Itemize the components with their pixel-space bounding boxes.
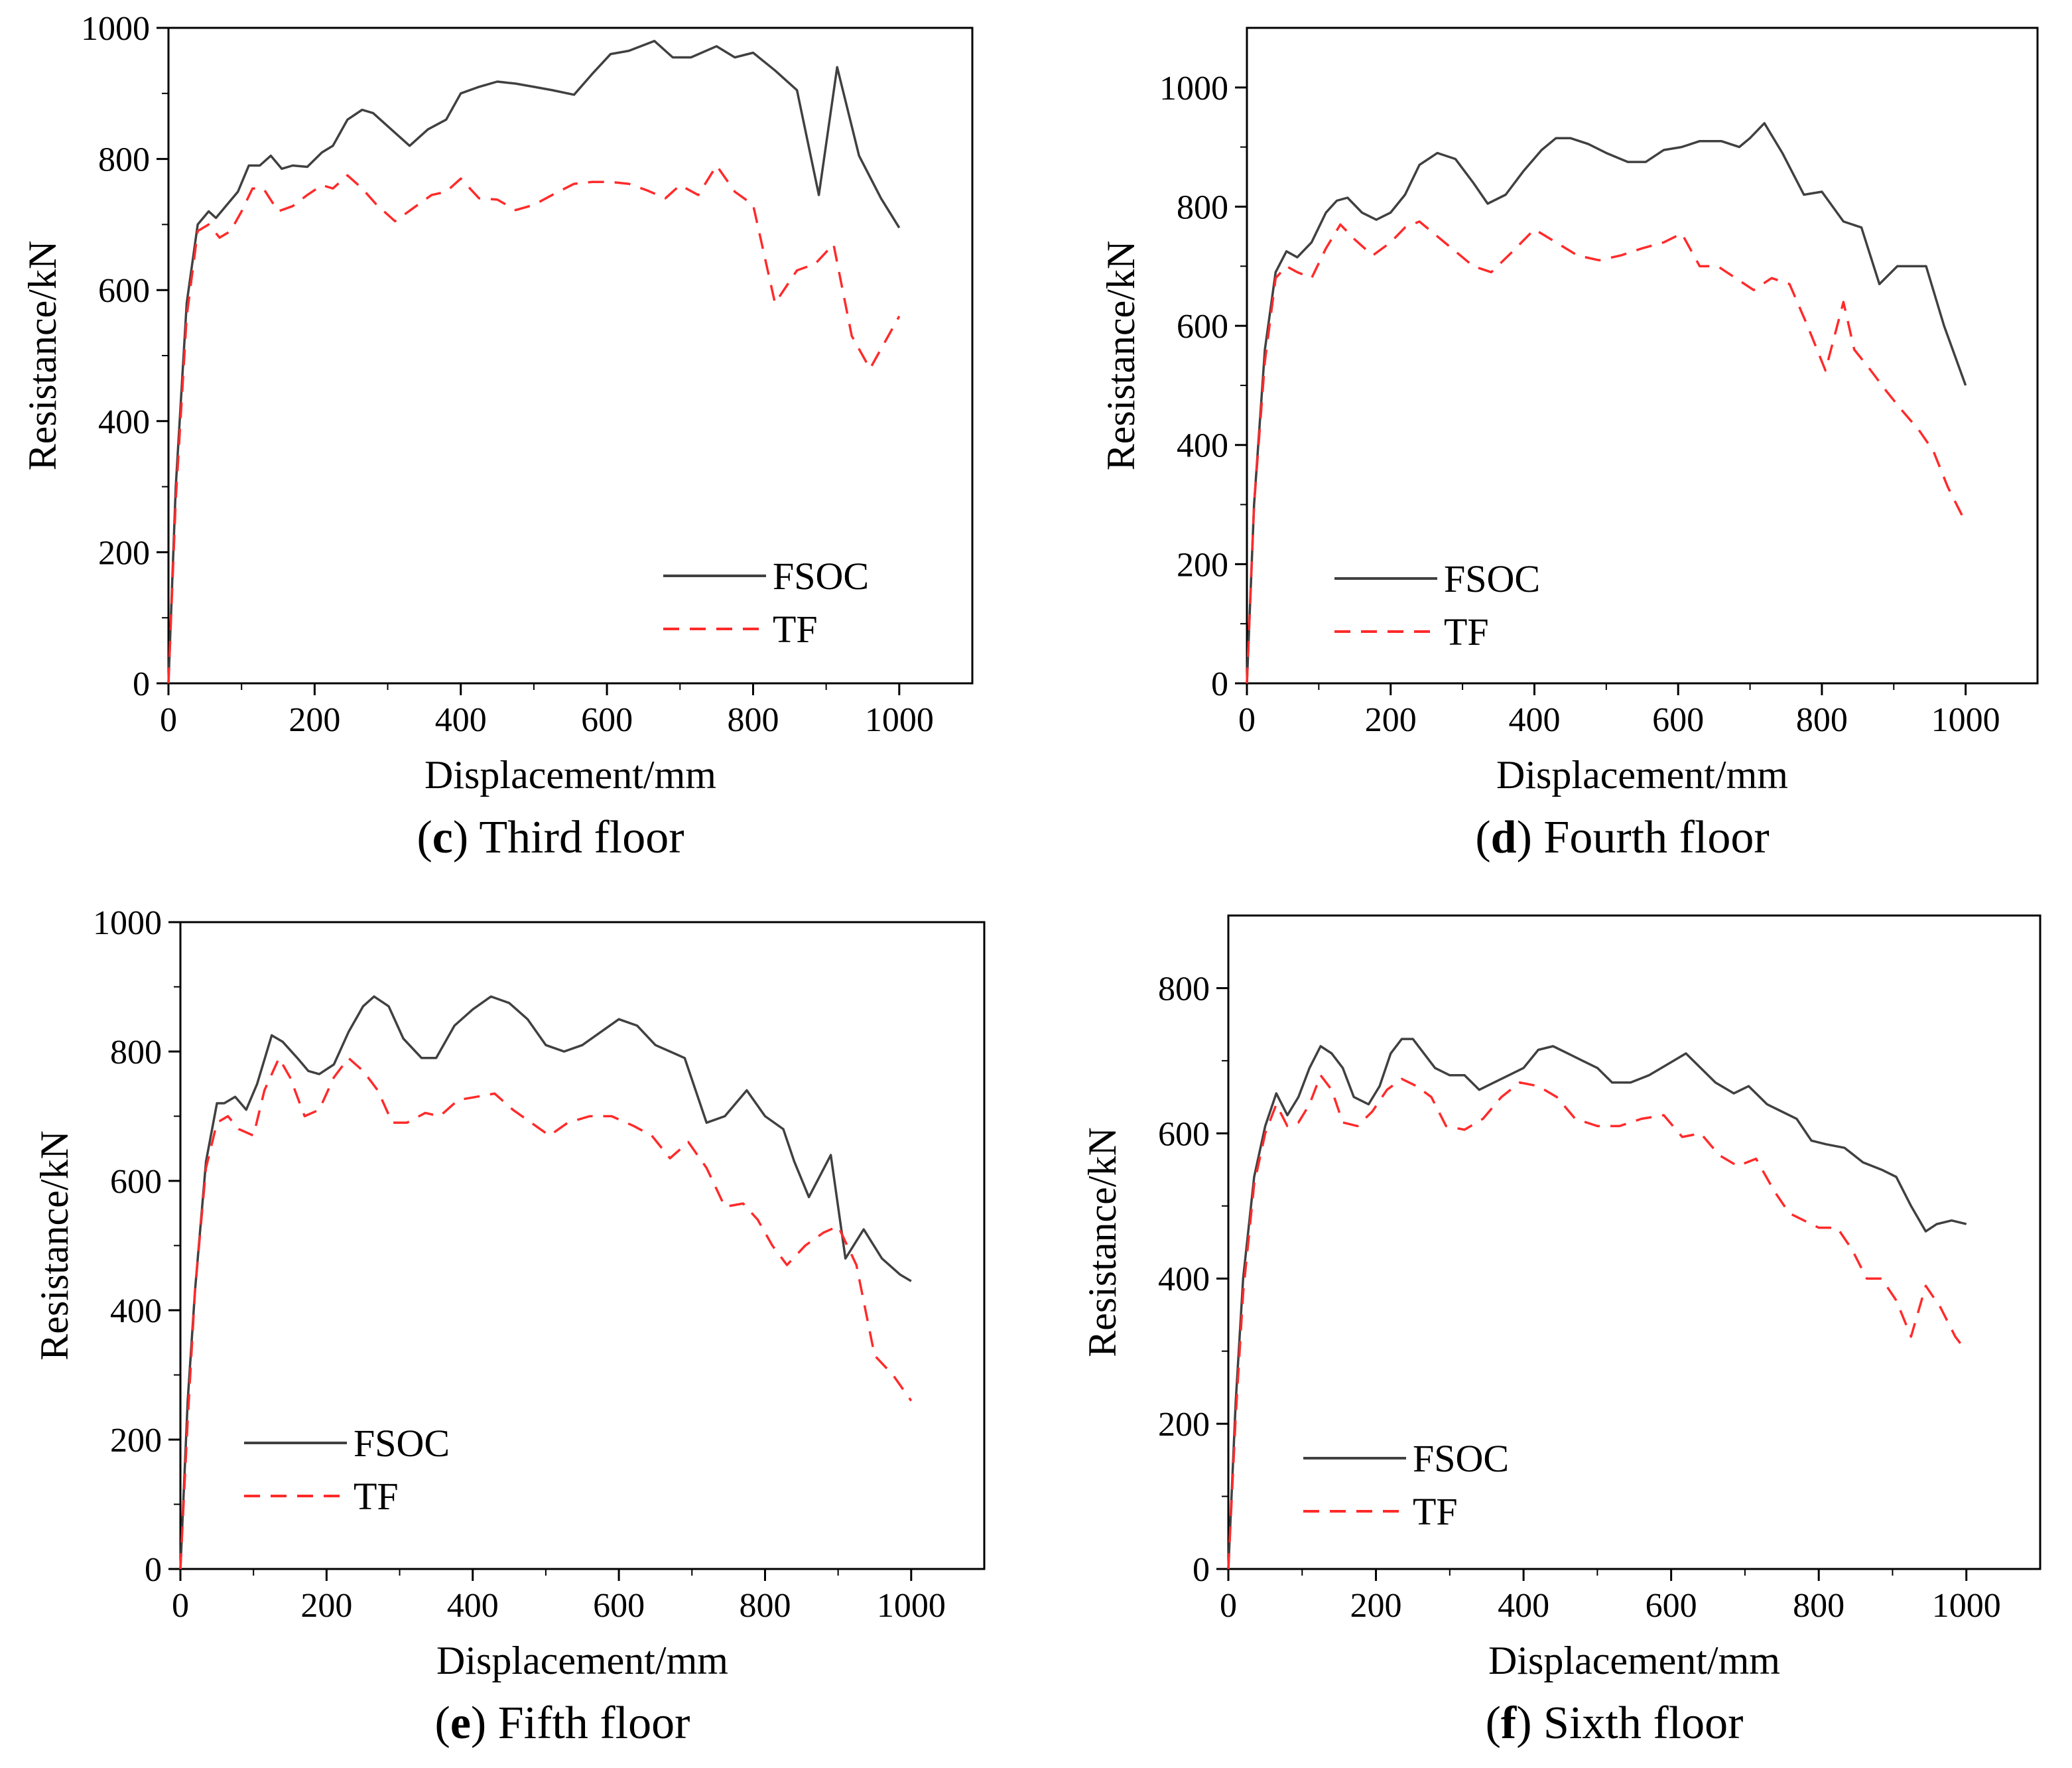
caption-text: Sixth floor	[1543, 1698, 1743, 1749]
y-tick-label: 600	[1158, 1115, 1210, 1153]
y-tick-label: 400	[110, 1292, 162, 1330]
x-tick-label: 800	[1796, 701, 1848, 739]
x-tick-label: 600	[581, 701, 633, 739]
x-tick-label: 0	[1238, 701, 1256, 739]
x-tick-label: 800	[739, 1587, 791, 1625]
x-tick-label: 800	[727, 701, 779, 739]
y-tick-label: 0	[1211, 665, 1228, 703]
y-tick-label: 1000	[1159, 70, 1228, 107]
plot-frame	[1227, 914, 2041, 1570]
panel-caption: (e) Fifth floor	[435, 1698, 690, 1749]
y-tick-label: 1000	[93, 904, 162, 942]
y-tick-label: 1000	[81, 10, 150, 48]
x-tick-label: 1000	[865, 701, 934, 739]
series-line-fsoc	[179, 995, 912, 1570]
series-line-tf	[179, 1057, 913, 1570]
x-tick-label: 600	[1652, 701, 1704, 739]
x-tick-label: 800	[1793, 1587, 1845, 1625]
y-axis-label: Resistance/kN	[1099, 241, 1143, 471]
caption-letter: e	[450, 1698, 471, 1749]
panel-f: 0 200 400 600 800 1000 0 200 400 600 800 Displaceme…	[1080, 914, 2041, 1749]
legend-label-tf: TF	[354, 1475, 399, 1518]
x-axis-label: Displacement/mm	[1488, 1639, 1780, 1682]
x-tick-label: 400	[435, 701, 487, 739]
x-tick-label: 0	[160, 701, 177, 739]
x-tick-label: 0	[172, 1587, 189, 1625]
y-tick-label: 200	[1177, 546, 1228, 584]
caption-text: Fourth floor	[1543, 812, 1769, 863]
x-tick-label: 1000	[1932, 1587, 2001, 1625]
x-tick-label: 1000	[877, 1587, 946, 1625]
y-tick-label: 600	[98, 272, 150, 310]
panel-caption: (d) Fourth floor	[1475, 812, 1769, 863]
series-line-tf	[1246, 220, 1967, 684]
x-tick-label: 200	[1350, 1587, 1402, 1625]
caption-text: Third floor	[479, 812, 684, 863]
x-tick-label: 400	[1508, 701, 1560, 739]
x-tick-label: 600	[593, 1587, 645, 1625]
y-tick-label: 600	[1177, 308, 1228, 346]
x-tick-label: 200	[1365, 701, 1417, 739]
legend-label-tf: TF	[773, 608, 818, 651]
legend-label-tf: TF	[1444, 610, 1489, 653]
panel-e: 0 200 400 600 800 1000 0 200 400 600 800 1000 Displa…	[32, 904, 986, 1749]
legend-label-fsoc: FSOC	[354, 1422, 450, 1465]
y-tick-label: 800	[110, 1034, 162, 1071]
y-tick-label: 400	[98, 403, 150, 441]
caption-letter: c	[432, 812, 453, 863]
series-line-fsoc	[1227, 1038, 1967, 1570]
y-tick-label: 600	[110, 1163, 162, 1201]
y-axis-label: Resistance/kN	[21, 241, 64, 471]
plot-frame	[1246, 27, 2039, 685]
x-axis-label: Displacement/mm	[1496, 753, 1788, 797]
series-line-fsoc	[167, 40, 901, 684]
y-tick-label: 800	[1158, 970, 1210, 1008]
legend-label-fsoc: FSOC	[1444, 557, 1540, 600]
x-tick-label: 200	[289, 701, 340, 739]
x-tick-label: 1000	[1931, 701, 2000, 739]
legend-label-fsoc: FSOC	[773, 555, 869, 598]
series-line-tf	[1227, 1074, 1968, 1570]
y-tick-label: 800	[1177, 188, 1228, 226]
y-tick-label: 800	[98, 141, 150, 179]
caption-letter: f	[1501, 1698, 1517, 1749]
panel-d: 0 200 400 600 800 1000 0 200 400 600 800 1000 Displa…	[1099, 27, 2039, 863]
y-tick-label: 200	[1158, 1406, 1210, 1444]
panel-caption: (f) Sixth floor	[1486, 1698, 1744, 1749]
x-axis-label: Displacement/mm	[436, 1639, 728, 1682]
x-tick-label: 200	[300, 1587, 352, 1625]
panel-caption: (c) Third floor	[417, 812, 684, 863]
y-tick-label: 400	[1177, 427, 1228, 465]
y-tick-label: 400	[1158, 1260, 1210, 1298]
x-tick-label: 600	[1646, 1587, 1697, 1625]
y-tick-label: 0	[145, 1551, 162, 1589]
legend-label-fsoc: FSOC	[1413, 1437, 1509, 1480]
y-tick-label: 0	[1193, 1551, 1210, 1589]
x-tick-label: 400	[1498, 1587, 1549, 1625]
x-tick-label: 0	[1220, 1587, 1237, 1625]
y-tick-label: 200	[98, 534, 150, 572]
x-tick-label: 400	[447, 1587, 499, 1625]
plot-frame	[179, 921, 986, 1570]
x-axis-label: Displacement/mm	[424, 753, 716, 797]
y-axis-label: Resistance/kN	[32, 1130, 76, 1361]
legend-label-tf: TF	[1413, 1490, 1458, 1533]
caption-text: Fifth floor	[498, 1698, 690, 1749]
y-tick-label: 0	[133, 665, 150, 703]
series-line-fsoc	[1246, 121, 1967, 684]
y-tick-label: 200	[110, 1422, 162, 1460]
caption-letter: d	[1491, 812, 1517, 863]
y-axis-label: Resistance/kN	[1080, 1127, 1124, 1357]
panel-c: 0 200 400 600 800 1000 0 200 400 600 800 1000 Displa…	[21, 10, 974, 863]
series-line-tf	[167, 164, 901, 684]
